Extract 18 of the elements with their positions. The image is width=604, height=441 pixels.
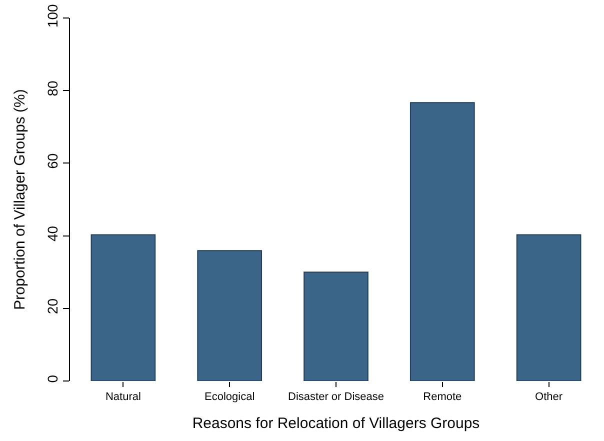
bar — [197, 250, 262, 381]
y-axis-title: Proportion of Villager Groups (%) — [12, 89, 29, 310]
x-tick-label: Natural — [105, 391, 141, 404]
bar — [304, 272, 368, 381]
bar — [90, 234, 156, 381]
bar — [410, 102, 475, 381]
x-tick-label: Ecological — [204, 391, 255, 404]
x-tick-label: Remote — [423, 391, 462, 404]
bar — [516, 234, 582, 381]
y-tick-label: 100 — [44, 4, 60, 28]
y-tick-label: 20 — [44, 298, 60, 314]
x-tick-label: Disaster or Disease — [288, 391, 384, 404]
y-tick-label: 40 — [44, 226, 60, 242]
y-tick-label: 80 — [44, 80, 60, 96]
y-tick-label: 60 — [44, 153, 60, 169]
x-axis-title: Reasons for Relocation of Villagers Groups — [192, 415, 480, 432]
x-tick-label: Other — [535, 391, 563, 404]
y-tick-label: 0 — [44, 374, 60, 383]
